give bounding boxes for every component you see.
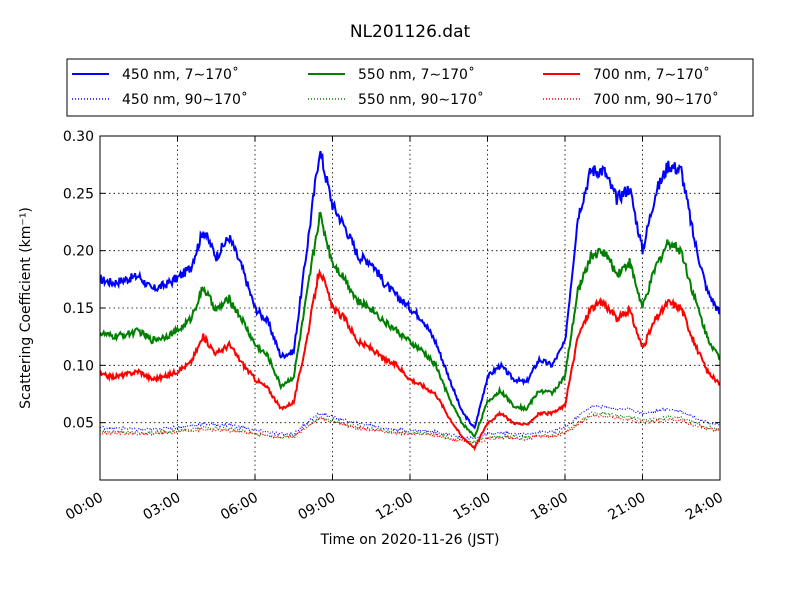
x-tick-label: 24:00: [683, 490, 726, 524]
y-tick-label: 0.10: [63, 358, 94, 374]
x-tick-label: 09:00: [296, 490, 339, 524]
ticks: [99, 135, 721, 480]
y-axis-label: Scattering Coefficient (km⁻¹): [18, 207, 34, 409]
x-tick-label: 12:00: [373, 490, 416, 524]
series-line: [100, 211, 720, 439]
x-tick-label: 06:00: [218, 490, 261, 524]
y-tick-labels: 0.05 0.10 0.15 0.20 0.25 0.30: [63, 129, 94, 432]
y-tick-label: 0.25: [63, 186, 94, 202]
x-tick-labels: 00:00 03:00 06:00 09:00 12:00 15:00 18:00 21:00…: [63, 490, 726, 524]
x-tick-label: 00:00: [63, 490, 106, 524]
y-tick-label: 0.20: [63, 244, 94, 260]
series-line: [100, 268, 720, 452]
legend-label: 700 nm, 7∼170˚: [593, 66, 710, 83]
x-tick-label: 18:00: [528, 490, 571, 524]
x-tick-label: 21:00: [606, 490, 649, 524]
y-tick-label: 0.05: [63, 416, 94, 432]
series-layer: [100, 150, 720, 452]
series-line: [100, 413, 720, 445]
y-tick-label: 0.15: [63, 301, 94, 317]
legend-box: [66, 58, 754, 117]
x-axis-label: Time on 2020-11-26 (JST): [320, 532, 500, 548]
x-tick-label: 15:00: [451, 490, 494, 524]
legend-label: 450 nm, 7∼170˚: [122, 66, 239, 83]
x-tick-label: 03:00: [141, 490, 184, 524]
series-line: [100, 411, 720, 445]
legend: 450 nm, 7∼170˚ 550 nm, 7∼170˚ 700 nm, 7∼17…: [66, 58, 754, 117]
legend-label: 450 nm, 90∼170˚: [122, 91, 248, 108]
legend-label: 550 nm, 7∼170˚: [358, 66, 475, 83]
series-line: [100, 150, 720, 430]
chart-title: NL201126.dat: [350, 22, 471, 42]
y-tick-label: 0.30: [63, 129, 94, 145]
legend-label: 700 nm, 90∼170˚: [593, 91, 719, 108]
legend-label: 550 nm, 90∼170˚: [358, 91, 484, 108]
